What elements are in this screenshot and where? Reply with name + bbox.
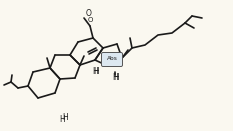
Text: H: H xyxy=(93,67,99,75)
Text: H: H xyxy=(112,73,118,83)
Text: H: H xyxy=(62,113,68,122)
Text: O: O xyxy=(86,10,92,18)
Text: Abs: Abs xyxy=(106,56,117,61)
Text: H: H xyxy=(59,116,65,124)
FancyBboxPatch shape xyxy=(102,53,123,67)
Text: H: H xyxy=(113,72,119,81)
Text: Abs: Abs xyxy=(107,56,117,61)
Text: O: O xyxy=(87,17,93,23)
Text: H: H xyxy=(92,67,98,77)
FancyBboxPatch shape xyxy=(103,53,121,65)
